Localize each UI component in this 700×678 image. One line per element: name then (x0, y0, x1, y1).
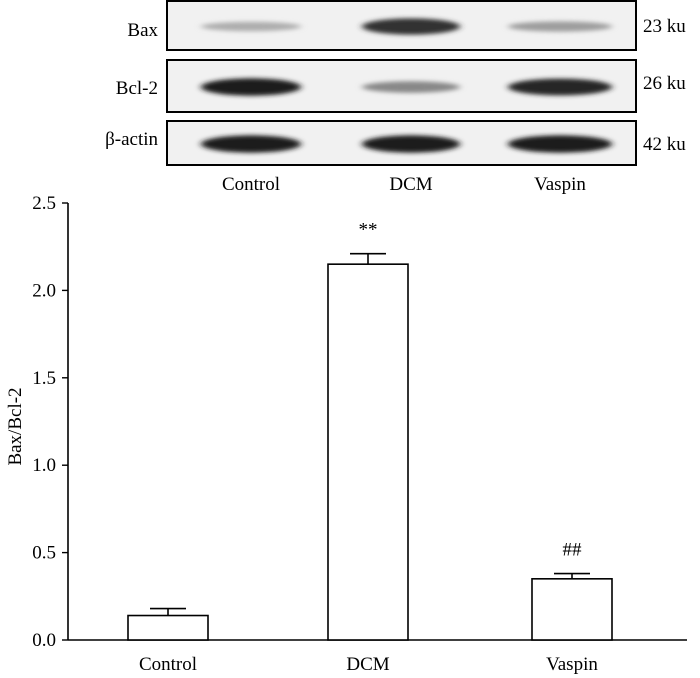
blot-band (201, 78, 301, 96)
bar-series: Control ** DCM ## Vaspin (127, 220, 613, 675)
blot-band (201, 135, 301, 153)
blot-band (201, 21, 301, 32)
blot-band (362, 81, 460, 93)
blot-mw-label-bcl2: 26 ku (643, 73, 686, 94)
significance-annotation: ** (359, 220, 378, 241)
blot-band (362, 18, 460, 35)
bar-dcm (327, 263, 409, 641)
x-tick-label: Control (139, 654, 197, 675)
blot-protein-label-bax: Bax (127, 20, 158, 41)
blot-protein-label-actin: β-actin (105, 129, 158, 150)
bar-vaspin (531, 578, 613, 641)
blot-band (508, 21, 612, 32)
y-tick-label: 2.0 (32, 280, 56, 301)
y-tick-label: 0.0 (32, 630, 56, 651)
blot-band (508, 78, 612, 96)
blot-band (362, 135, 460, 153)
y-tick-label: 2.5 (32, 193, 56, 214)
blot-row-1 (166, 59, 637, 113)
y-axis-label: Bax/Bcl-2 (5, 387, 26, 465)
bar-control (127, 614, 209, 641)
blot-band (508, 135, 612, 153)
blot-row-2 (166, 120, 637, 166)
western-blot (166, 0, 637, 166)
y-tick-label: 0.5 (32, 543, 56, 564)
x-tick-label: Vaspin (546, 654, 598, 675)
blot-lane-label-vaspin: Vaspin (534, 174, 586, 195)
blot-mw-label-bax: 23 ku (643, 16, 686, 37)
significance-annotation: ## (563, 540, 583, 561)
blot-lane-label-dcm: DCM (389, 174, 433, 195)
blot-protein-label-bcl2: Bcl-2 (115, 78, 158, 99)
x-tick-label: DCM (346, 654, 389, 675)
blot-lane-label-control: Control (221, 174, 281, 195)
blot-mw-label-actin: 42 ku (643, 134, 686, 155)
blot-row-0 (166, 0, 637, 51)
y-tick-label: 1.0 (32, 455, 56, 476)
y-tick-label: 1.5 (32, 368, 56, 389)
